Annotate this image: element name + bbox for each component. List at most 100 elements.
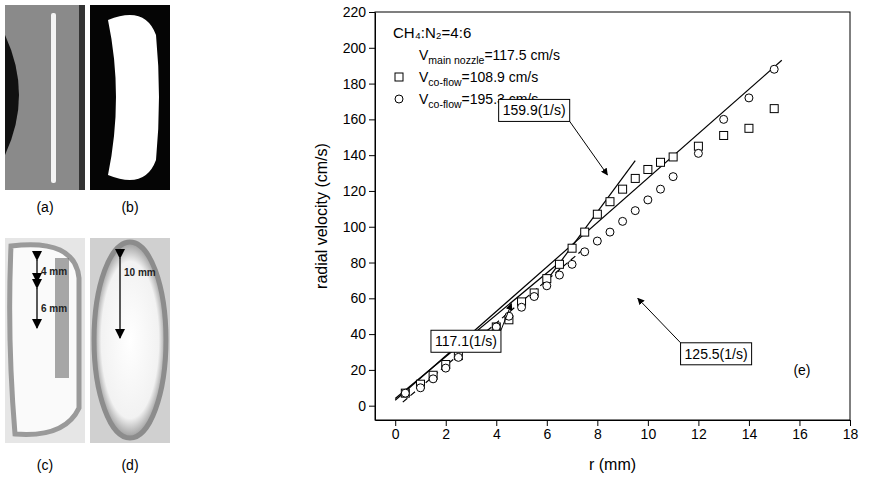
tick-label: 16 (792, 426, 808, 442)
annotation-box (499, 99, 570, 121)
tick-label: 200 (343, 40, 367, 56)
fit-line (395, 60, 782, 400)
tick-mark (369, 227, 375, 228)
legend-label: Vco-flow=108.9 cm/s (419, 69, 538, 88)
data-point (492, 323, 500, 331)
tick-mark (369, 298, 375, 299)
tick-label: 6 (543, 426, 551, 442)
tick: 200 (343, 40, 375, 56)
tick-label: 120 (343, 183, 367, 199)
data-point (657, 158, 665, 166)
legend-marker (395, 73, 403, 81)
annotation: 159.9(1/s) (499, 99, 608, 174)
fit-line (547, 161, 635, 281)
data-point (720, 131, 728, 139)
data-point (606, 198, 614, 206)
panel-label: (c) (37, 457, 53, 473)
tick: 80 (350, 255, 375, 271)
data-point (619, 185, 627, 193)
data-point (669, 173, 677, 181)
tick: 220 (343, 4, 375, 20)
data-point (770, 65, 778, 73)
y-axis: 020406080100120140160180200220 (343, 4, 376, 421)
tick: 16 (792, 420, 808, 442)
tick-mark (369, 84, 375, 85)
flame (108, 15, 159, 180)
dimension-label: 10 mm (124, 267, 156, 278)
data-point (555, 271, 563, 279)
plot-frame (375, 12, 850, 420)
tick: 18 (843, 420, 859, 442)
tick-label: 20 (350, 362, 366, 378)
tick: 0 (392, 420, 400, 442)
tick-label: 100 (343, 219, 367, 235)
flame-sheet (51, 13, 56, 183)
axis-line (375, 13, 376, 421)
tick: 6 (543, 420, 551, 442)
tick-label: 160 (343, 111, 367, 127)
annotation-arrow (501, 304, 511, 331)
data-point (720, 115, 728, 123)
tick: 140 (343, 147, 375, 163)
photo-background (90, 238, 170, 443)
data-point (631, 207, 639, 215)
chart-title: CH₄:N₂=4:6 (393, 24, 471, 41)
tick: 2 (442, 420, 450, 442)
chart: 0246810121416180204060801001201401601802… (313, 4, 858, 473)
data-point (619, 217, 627, 225)
dimension-label: 4 mm (41, 266, 67, 277)
tick-label: 40 (350, 326, 366, 342)
tick-mark (369, 191, 375, 192)
fit-line (403, 248, 585, 402)
tick: 160 (343, 111, 375, 127)
tick-label: 8 (594, 426, 602, 442)
data-point (492, 323, 500, 331)
photo-panels: 4 mm6 mm10 mm (5, 5, 170, 443)
tick: 4 (493, 420, 501, 442)
data-point (669, 153, 677, 161)
tick: 180 (343, 76, 375, 92)
photo-background (90, 5, 170, 190)
tick-label: 18 (843, 426, 859, 442)
data-point (745, 124, 753, 132)
x-axis-title: r (mm) (589, 456, 636, 473)
dimension-arrow (36, 260, 38, 282)
tick-label: 140 (343, 147, 367, 163)
y-axis-title: radial velocity (cm/s) (313, 143, 330, 289)
tick: 14 (742, 420, 758, 442)
photo-background (5, 5, 85, 190)
data-point (593, 237, 601, 245)
data-point (593, 210, 601, 218)
data-point (581, 228, 589, 236)
tick: 8 (594, 420, 602, 442)
tick-mark (369, 119, 375, 120)
photo-b (90, 5, 170, 190)
annotation-box (681, 343, 752, 365)
photo-background (5, 238, 85, 443)
data-point (657, 185, 665, 193)
data-point (631, 174, 639, 182)
data-point (401, 389, 409, 397)
photo-d: 10 mm (90, 238, 170, 443)
data-point (568, 260, 576, 268)
legend-note: Vmain nozzle=117.5 cm/s (419, 47, 560, 66)
panel-label: (a) (36, 199, 53, 215)
panel-label: (e) (793, 362, 810, 378)
annotation-label: 125.5(1/s) (685, 346, 748, 362)
tick-mark (369, 48, 375, 49)
data-point (518, 303, 526, 311)
data-point (694, 149, 702, 157)
tick-label: 0 (392, 426, 400, 442)
data-point (530, 293, 538, 301)
annotation-label: 117.1(1/s) (435, 333, 497, 349)
data-point (442, 364, 450, 372)
tick: 120 (343, 183, 375, 199)
tick-label: 220 (343, 4, 367, 20)
annotation-arrow (570, 121, 608, 174)
figure: 4 mm6 mm10 mm(a)(b)(c)(d)024681012141618… (0, 0, 872, 487)
data-point (555, 260, 563, 268)
dimension-arrow (119, 258, 121, 338)
data-point (401, 389, 409, 397)
tick: 12 (691, 420, 707, 442)
data-point (581, 248, 589, 256)
